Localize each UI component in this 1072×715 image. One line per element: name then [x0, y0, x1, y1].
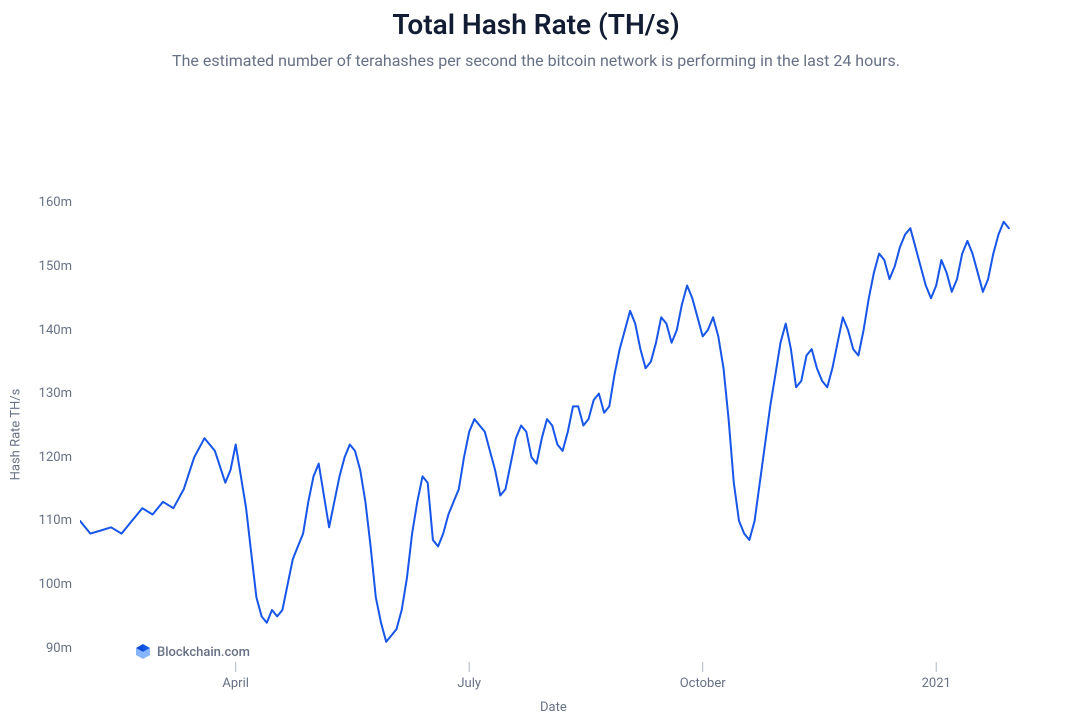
y-tick-label: 120m	[39, 450, 72, 465]
y-tick-label: 140m	[39, 323, 72, 338]
blockchain-logo-icon	[135, 644, 151, 660]
chart-subtitle: The estimated number of terahashes per s…	[0, 41, 1072, 80]
chart-container: Total Hash Rate (TH/s) The estimated num…	[0, 0, 1072, 667]
watermark: Blockchain.com	[135, 644, 250, 660]
x-tick-label: October	[673, 676, 733, 691]
y-tick-label: 110m	[39, 513, 72, 528]
y-tick-label: 160m	[39, 195, 72, 210]
watermark-text: Blockchain.com	[157, 645, 250, 660]
chart-title: Total Hash Rate (TH/s)	[0, 0, 1072, 41]
line-chart-svg	[80, 190, 1040, 680]
y-axis-label: Hash Rate TH/s	[8, 389, 23, 481]
x-tick-label: April	[206, 676, 266, 691]
y-tick-label: 100m	[39, 577, 72, 592]
y-tick-label: 130m	[39, 386, 72, 401]
y-tick-label: 90m	[46, 641, 72, 656]
y-tick-label: 150m	[39, 259, 72, 274]
x-tick-label: July	[439, 676, 499, 691]
x-tick-label: 2021	[906, 676, 966, 691]
x-axis-label: Date	[540, 700, 567, 715]
